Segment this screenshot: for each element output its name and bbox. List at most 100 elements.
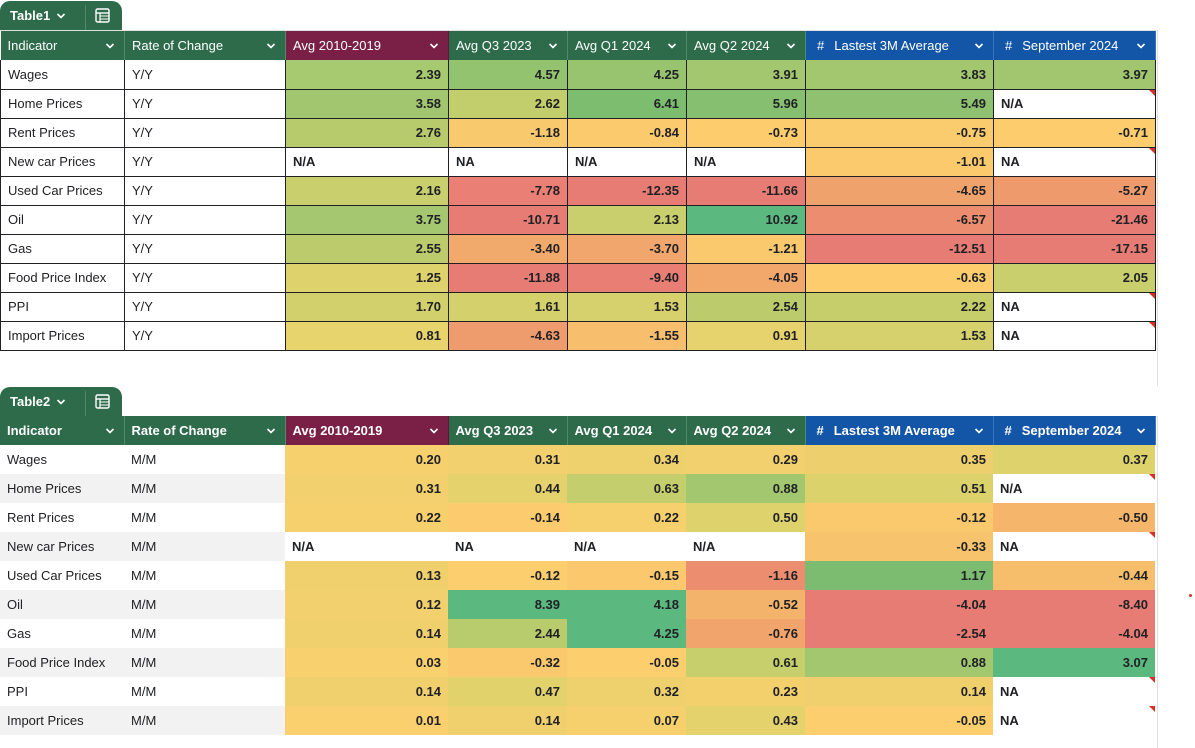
rate-cell[interactable]: Y/Y (124, 176, 286, 206)
indicator-cell[interactable]: Food Price Index (0, 263, 125, 293)
value-cell[interactable]: N/A (993, 89, 1156, 119)
indicator-cell[interactable]: Import Prices (0, 706, 124, 735)
col-avg-q1-2024[interactable]: Avg Q1 2024 (567, 31, 687, 60)
value-cell[interactable]: 0.23 (686, 677, 805, 706)
value-cell[interactable]: -3.40 (448, 234, 568, 264)
value-cell[interactable]: 1.25 (285, 263, 449, 293)
value-cell[interactable]: 1.17 (805, 561, 993, 590)
value-cell[interactable]: -17.15 (993, 234, 1156, 264)
value-cell[interactable]: N/A (285, 532, 448, 561)
value-cell[interactable]: -1.21 (686, 234, 806, 264)
value-cell[interactable]: 5.96 (686, 89, 806, 119)
value-cell[interactable]: N/A (567, 147, 687, 177)
value-cell[interactable]: 1.53 (567, 292, 687, 322)
value-cell[interactable]: 2.13 (567, 205, 687, 235)
rate-cell[interactable]: M/M (124, 532, 285, 561)
value-cell[interactable]: 0.31 (285, 474, 448, 503)
value-cell[interactable]: 1.70 (285, 292, 449, 322)
rate-cell[interactable]: Y/Y (124, 147, 286, 177)
value-cell[interactable]: 4.25 (567, 60, 687, 90)
value-cell[interactable]: -0.14 (448, 503, 567, 532)
value-cell[interactable]: -6.57 (805, 205, 994, 235)
rate-cell[interactable]: Y/Y (124, 263, 286, 293)
value-cell[interactable]: 3.58 (285, 89, 449, 119)
value-cell[interactable]: NA (993, 677, 1155, 706)
value-cell[interactable]: 8.39 (448, 590, 567, 619)
value-cell[interactable]: 4.25 (567, 619, 686, 648)
table2-tab[interactable]: Table2 (0, 387, 122, 416)
value-cell[interactable]: 0.61 (686, 648, 805, 677)
value-cell[interactable]: NA (993, 706, 1155, 735)
indicator-cell[interactable]: New car Prices (0, 147, 125, 177)
chevron-down-icon[interactable] (429, 41, 439, 51)
col-avg-q2-2024[interactable]: Avg Q2 2024 (686, 31, 806, 60)
value-cell[interactable]: -0.32 (448, 648, 567, 677)
value-cell[interactable]: 0.47 (448, 677, 567, 706)
value-cell[interactable]: -4.63 (448, 321, 568, 351)
value-cell[interactable]: 0.03 (285, 648, 448, 677)
value-cell[interactable]: -3.70 (567, 234, 687, 264)
value-cell[interactable]: 1.53 (805, 321, 994, 351)
value-cell[interactable]: -12.51 (805, 234, 994, 264)
value-cell[interactable]: -11.66 (686, 176, 806, 206)
value-cell[interactable]: 0.12 (285, 590, 448, 619)
value-cell[interactable]: NA (993, 292, 1156, 322)
chevron-down-icon[interactable] (548, 41, 558, 51)
value-cell[interactable]: 0.51 (805, 474, 993, 503)
value-cell[interactable]: -4.04 (993, 619, 1155, 648)
value-cell[interactable]: 0.91 (686, 321, 806, 351)
chevron-down-icon[interactable] (974, 426, 984, 436)
col-avg-q1-2024[interactable]: Avg Q1 2024 (567, 416, 687, 445)
indicator-cell[interactable]: Food Price Index (0, 648, 124, 677)
rate-cell[interactable]: Y/Y (124, 118, 286, 148)
value-cell[interactable]: 0.31 (448, 445, 567, 474)
col-september-2024[interactable]: # September 2024 (993, 31, 1156, 60)
chevron-down-icon[interactable] (429, 426, 439, 436)
value-cell[interactable]: 3.91 (686, 60, 806, 90)
value-cell[interactable]: 0.88 (686, 474, 805, 503)
value-cell[interactable]: 4.57 (448, 60, 568, 90)
value-cell[interactable]: N/A (567, 532, 686, 561)
value-cell[interactable]: -0.12 (448, 561, 567, 590)
value-cell[interactable]: 2.05 (993, 263, 1156, 293)
value-cell[interactable]: 1.61 (448, 292, 568, 322)
col-latest-3m-average[interactable]: # Lastest 3M Average (805, 31, 994, 60)
rate-cell[interactable]: Y/Y (124, 321, 286, 351)
indicator-cell[interactable]: Used Car Prices (0, 561, 124, 590)
rate-cell[interactable]: M/M (124, 677, 285, 706)
chevron-down-icon[interactable] (548, 426, 558, 436)
value-cell[interactable]: -0.05 (567, 648, 686, 677)
value-cell[interactable]: 0.20 (285, 445, 448, 474)
indicator-cell[interactable]: Home Prices (0, 474, 124, 503)
col-avg-2010-2019[interactable]: Avg 2010-2019 (285, 416, 449, 445)
value-cell[interactable]: 2.16 (285, 176, 449, 206)
indicator-cell[interactable]: Rent Prices (0, 118, 125, 148)
value-cell[interactable]: -0.75 (805, 118, 994, 148)
value-cell[interactable]: -4.05 (686, 263, 806, 293)
value-cell[interactable]: -0.52 (686, 590, 805, 619)
value-cell[interactable]: -0.44 (993, 561, 1155, 590)
table-icon[interactable] (94, 7, 111, 24)
value-cell[interactable]: 2.39 (285, 60, 449, 90)
value-cell[interactable]: 0.14 (448, 706, 567, 735)
indicator-cell[interactable]: Rent Prices (0, 503, 124, 532)
indicator-cell[interactable]: Used Car Prices (0, 176, 125, 206)
value-cell[interactable]: N/A (285, 147, 449, 177)
value-cell[interactable]: 0.14 (805, 677, 993, 706)
indicator-cell[interactable]: Oil (0, 205, 125, 235)
value-cell[interactable]: 0.37 (993, 445, 1155, 474)
col-rate-of-change[interactable]: Rate of Change (124, 416, 286, 445)
rate-cell[interactable]: M/M (124, 706, 285, 735)
indicator-cell[interactable]: New car Prices (0, 532, 124, 561)
chevron-down-icon[interactable] (974, 41, 984, 51)
value-cell[interactable]: -7.78 (448, 176, 568, 206)
col-indicator[interactable]: Indicator (0, 31, 125, 60)
value-cell[interactable]: -21.46 (993, 205, 1156, 235)
value-cell[interactable]: 2.54 (686, 292, 806, 322)
rate-cell[interactable]: M/M (124, 474, 285, 503)
value-cell[interactable]: -0.05 (805, 706, 993, 735)
value-cell[interactable]: N/A (993, 474, 1155, 503)
value-cell[interactable]: 0.29 (686, 445, 805, 474)
value-cell[interactable]: 0.14 (285, 677, 448, 706)
col-avg-q3-2023[interactable]: Avg Q3 2023 (448, 31, 568, 60)
